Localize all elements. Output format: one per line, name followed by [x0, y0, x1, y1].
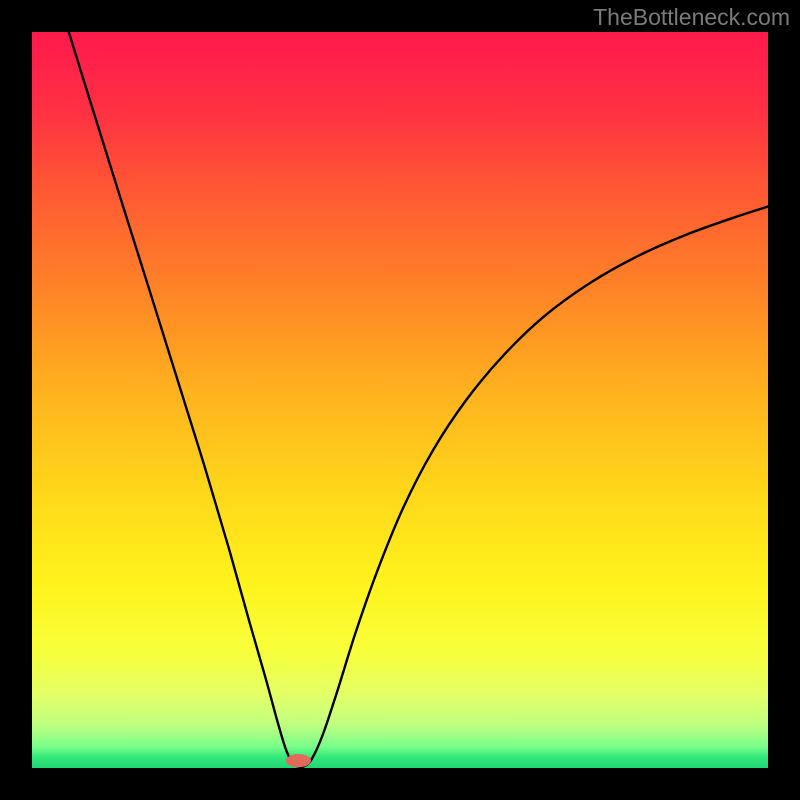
chart-frame: TheBottleneck.com: [0, 0, 800, 800]
gradient-background: [32, 32, 768, 768]
watermark-text: TheBottleneck.com: [593, 4, 790, 31]
optimum-marker: [286, 754, 311, 767]
bottleneck-chart: [0, 0, 800, 800]
